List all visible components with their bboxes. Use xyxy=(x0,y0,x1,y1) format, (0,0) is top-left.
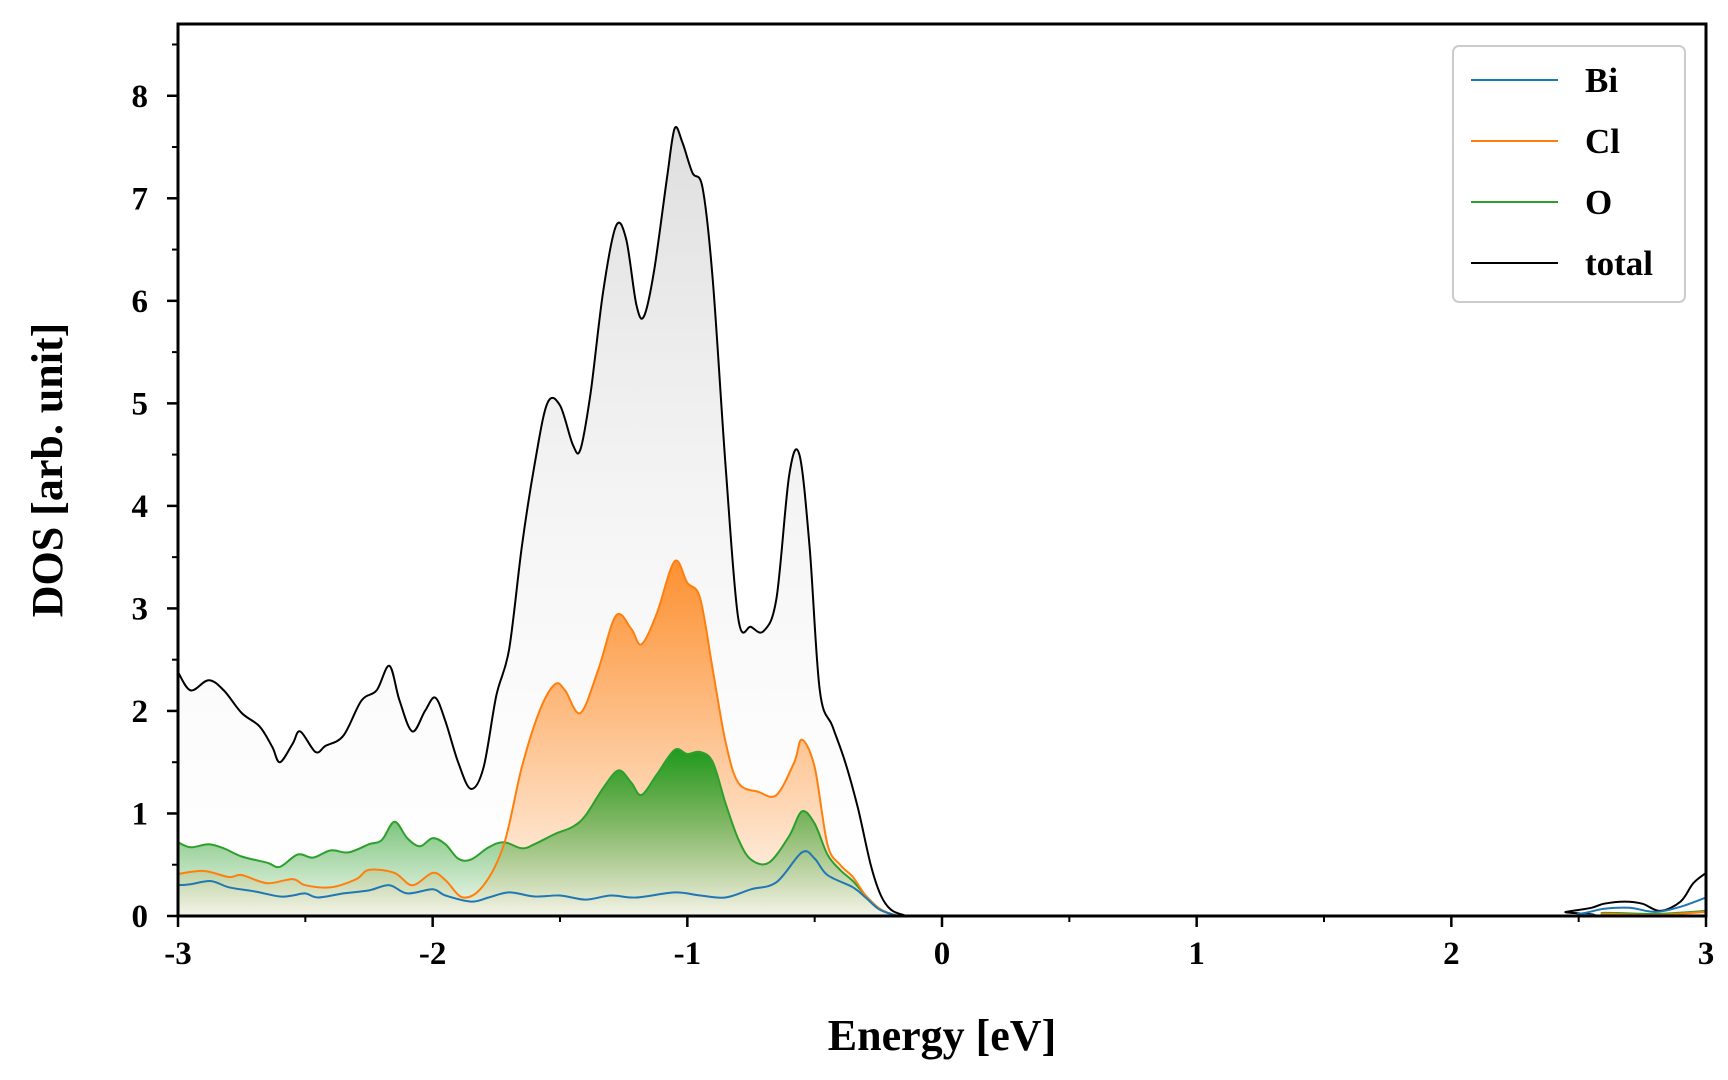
plot-frame xyxy=(176,22,1708,918)
y-tick-label: 1 xyxy=(132,796,149,832)
legend-box xyxy=(1452,45,1686,303)
area-fill-cl xyxy=(178,560,1706,916)
y-tick-label: 4 xyxy=(132,489,149,525)
y-tick-label: 2 xyxy=(132,694,149,730)
y-tick-label: 6 xyxy=(132,284,149,320)
axis-ticks: -3 -2 -1 0 1 2 3 0 1 2 3 4 5 6 7 8 xyxy=(132,43,1715,972)
y-tick-label: 7 xyxy=(132,181,149,217)
y-tick-label: 8 xyxy=(132,79,149,115)
x-tick-label: 2 xyxy=(1443,936,1460,972)
y-tick-label: 5 xyxy=(132,386,149,422)
x-axis-label: Energy [eV] xyxy=(828,1011,1057,1060)
x-tick-label: 3 xyxy=(1698,936,1715,972)
y-tick-label: 0 xyxy=(132,899,149,935)
x-tick-label: -2 xyxy=(419,936,447,972)
y-axis-label: DOS [arb. unit] xyxy=(23,323,72,618)
x-tick-label: 1 xyxy=(1188,936,1205,972)
legend-label-total: total xyxy=(1585,244,1653,283)
y-tick-label: 3 xyxy=(132,591,149,627)
x-tick-label: -1 xyxy=(674,936,702,972)
x-tick-label: -3 xyxy=(164,936,192,972)
area-fills xyxy=(178,126,1706,916)
legend-label-bi: Bi xyxy=(1585,61,1618,100)
x-tick-label: 0 xyxy=(934,936,951,972)
area-fill-o xyxy=(178,748,1706,916)
legend-label-cl: Cl xyxy=(1585,122,1620,161)
legend-label-o: O xyxy=(1585,183,1612,222)
